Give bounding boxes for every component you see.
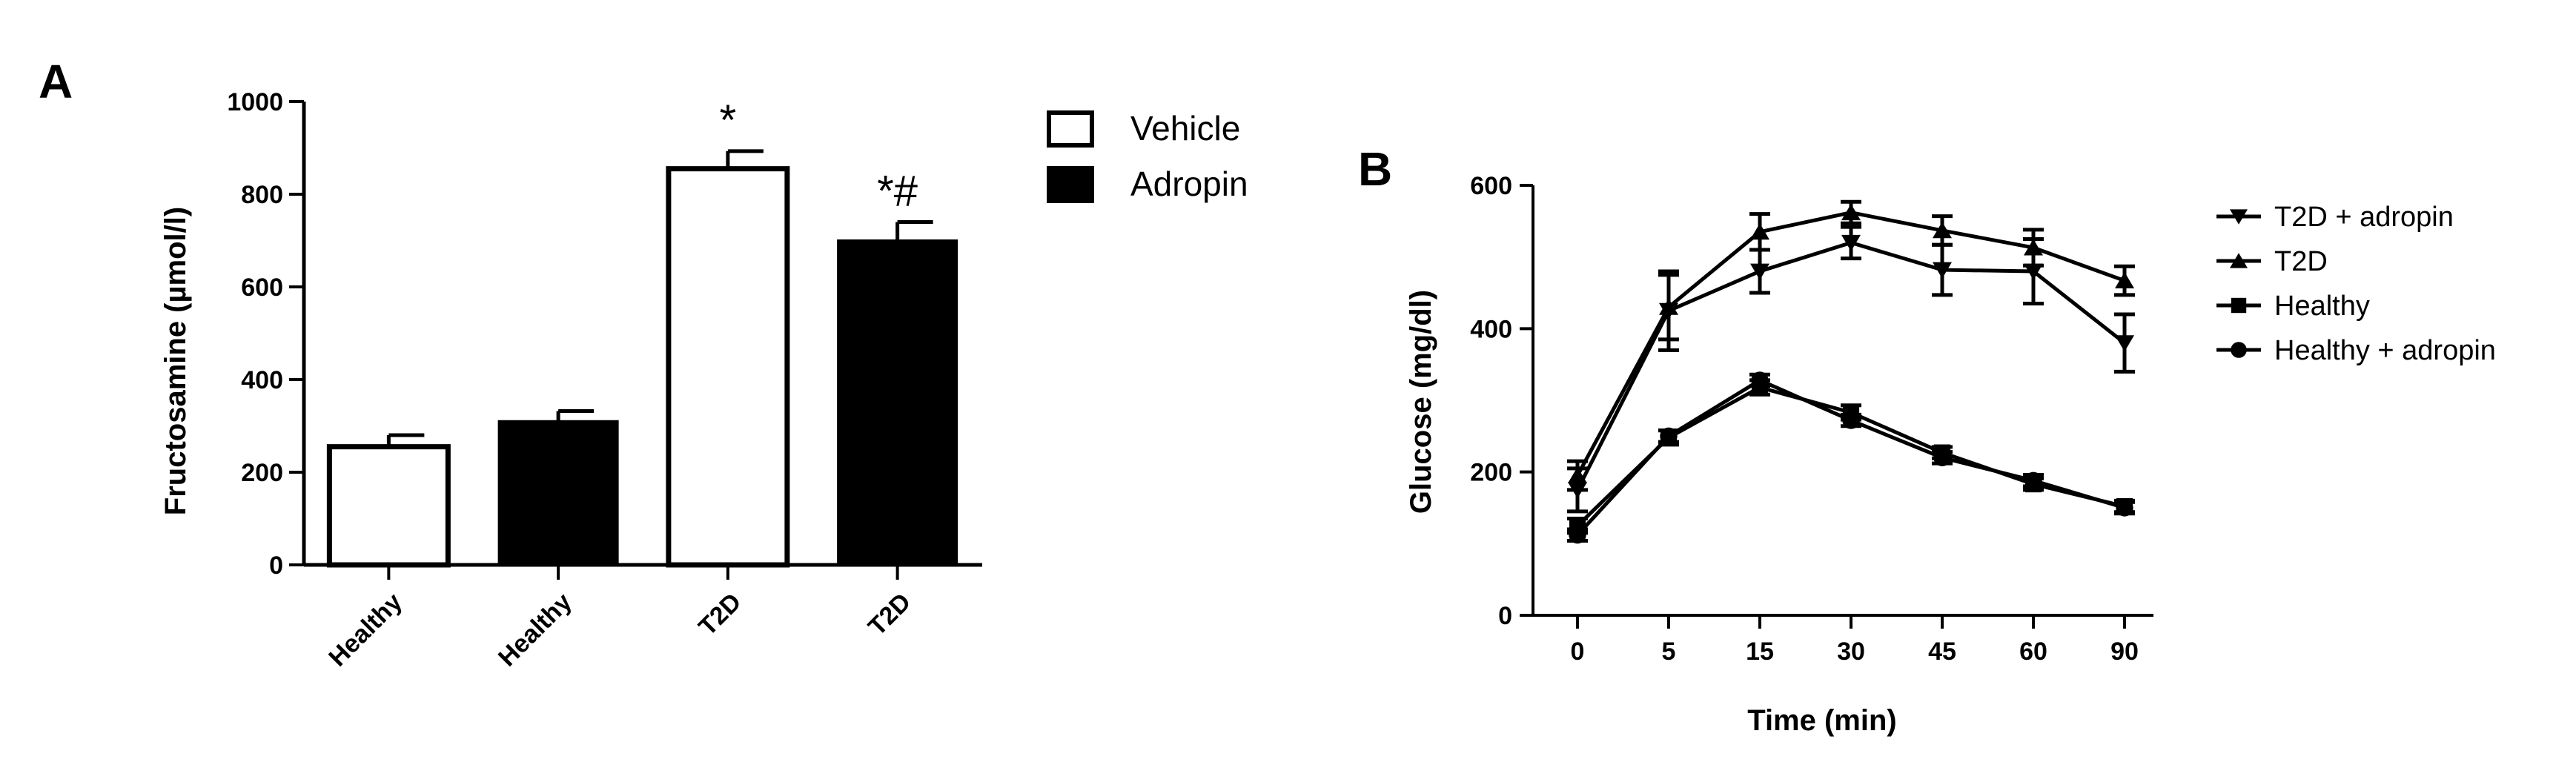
bar-adropin xyxy=(837,239,958,566)
marker-triangle-down xyxy=(1841,234,1861,252)
x-tick-label: 90 xyxy=(2110,638,2139,666)
legend-label: Healthy + adropin xyxy=(2274,335,2496,366)
x-tick-label: 5 xyxy=(1662,638,1676,666)
marker-circle xyxy=(1660,427,1678,446)
panel-b-legend: T2D + adropin T2D Healthy Healthy + adropin xyxy=(2216,202,2496,366)
panel-a-legend: Vehicle Adropin xyxy=(1047,109,1248,203)
marker-triangle-down xyxy=(1933,262,1952,279)
legend-label: T2D xyxy=(2274,246,2328,277)
y-tick-label: 200 xyxy=(241,459,283,487)
panel-label-a: A xyxy=(39,55,73,108)
marker-triangle-down xyxy=(2024,263,2043,280)
y-tick-label: 600 xyxy=(241,274,283,302)
panel-a-annotations: * *# xyxy=(720,96,918,216)
marker-triangle-up xyxy=(1750,223,1769,240)
y-tick-label: 800 xyxy=(241,181,283,209)
x-tick-label: 30 xyxy=(1837,638,1865,666)
panel-b-series xyxy=(1567,199,2135,544)
panel-a: A Fructosamine (µmol/l) 0 200 400 600 800 100… xyxy=(39,55,1248,672)
y-tick-label: 0 xyxy=(269,552,283,580)
y-tick-label: 600 xyxy=(1470,172,1512,200)
legend-label: Adropin xyxy=(1130,165,1248,203)
y-tick-label: 0 xyxy=(1498,602,1512,630)
y-tick-label: 400 xyxy=(241,366,283,394)
bar-vehicle xyxy=(326,444,451,568)
x-tick-label: T2D xyxy=(693,588,746,641)
marker-circle xyxy=(1751,371,1769,389)
marker-square xyxy=(2231,297,2247,314)
marker-triangle-down xyxy=(1750,263,1769,280)
legend-label: T2D + adropin xyxy=(2274,202,2454,233)
marker-circle xyxy=(2116,499,2133,517)
significance-marker: * xyxy=(720,96,737,145)
marker-triangle-down xyxy=(2230,209,2248,225)
x-tick-label: 45 xyxy=(1928,638,1956,666)
marker-triangle-up xyxy=(1841,204,1861,221)
marker-triangle-up xyxy=(1933,222,1952,239)
legend-swatch xyxy=(1047,110,1094,148)
x-tick-label: 0 xyxy=(1571,638,1585,666)
series-line xyxy=(1575,240,2126,491)
legend-label: Vehicle xyxy=(1130,109,1240,148)
series-t2d xyxy=(1567,199,2135,492)
significance-marker: *# xyxy=(877,168,918,216)
panel-b-axes: 0 200 400 600 0 5 15 30 45 60 90 xyxy=(1470,172,2153,666)
bar-vehicle xyxy=(666,166,790,568)
marker-triangle-up xyxy=(1659,298,1678,315)
y-tick-label: 1000 xyxy=(227,88,283,116)
series-t2d-adropin xyxy=(1567,225,2135,514)
x-tick-label: 15 xyxy=(1746,638,1774,666)
legend-swatch xyxy=(1047,166,1094,203)
x-tick-label: Healthy xyxy=(323,588,408,672)
y-tick-label: 400 xyxy=(1470,315,1512,343)
legend-label: Healthy xyxy=(2274,291,2370,322)
marker-triangle-up xyxy=(2024,239,2043,256)
panel-a-y-axis-title: Fructosamine (µmol/l) xyxy=(159,207,192,515)
x-tick-label: Healthy xyxy=(493,588,577,672)
x-tick-label: 60 xyxy=(2019,638,2047,666)
marker-circle xyxy=(2231,342,2247,358)
panel-label-b: B xyxy=(1358,142,1392,196)
marker-triangle-up xyxy=(2230,253,2248,268)
panel-b: B Glucose (mg/dl) Time (min) 02004006000… xyxy=(1358,142,2496,737)
marker-circle xyxy=(1933,448,1951,467)
bar-adropin xyxy=(497,420,619,566)
marker-circle xyxy=(2024,471,2042,489)
marker-triangle-up xyxy=(2115,271,2134,288)
marker-triangle-up xyxy=(1568,466,1587,483)
marker-circle xyxy=(1569,526,1586,544)
y-tick-label: 200 xyxy=(1470,459,1512,487)
marker-triangle-down xyxy=(2115,335,2134,352)
panel-a-x-ticks: Healthy Healthy T2D T2D xyxy=(323,565,916,672)
x-tick-label: T2D xyxy=(863,588,916,641)
series-healthy-adropin xyxy=(1567,371,2135,544)
marker-circle xyxy=(1842,411,1860,429)
series-line xyxy=(1576,378,2125,537)
panel-a-bars xyxy=(326,149,958,568)
panel-b-y-axis-title: Glucose (mg/dl) xyxy=(1405,290,1437,514)
panel-b-x-axis-title: Time (min) xyxy=(1747,704,1897,737)
